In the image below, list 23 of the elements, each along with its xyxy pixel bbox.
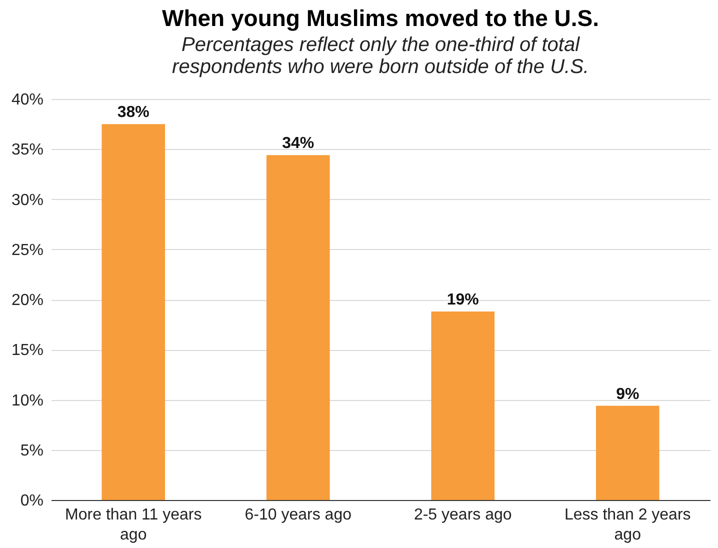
y-tick-label: 10% — [11, 392, 44, 410]
y-tick-label: 25% — [11, 242, 44, 259]
y-tick-label: 40% — [11, 92, 44, 108]
y-tick-label: 0% — [20, 492, 44, 510]
y-tick-label: 20% — [11, 292, 44, 309]
x-tick-label: Less than 2 years ago — [564, 506, 691, 544]
bar — [431, 312, 495, 500]
x-tick-label: 2-5 years ago — [414, 506, 512, 524]
bar — [266, 155, 330, 500]
y-tick-label: 5% — [20, 442, 44, 460]
x-tick-label: 6-10 years ago — [244, 506, 352, 524]
chart-title: When young Muslims moved to the U.S. — [162, 5, 600, 31]
data-label: 19% — [446, 292, 479, 309]
data-label: 9% — [616, 386, 640, 403]
y-tick-label: 30% — [11, 192, 44, 209]
data-label: 34% — [282, 135, 314, 152]
chart-subtitle: Percentages reflect only the one-third of total respondents who were born outside of the U.S. — [172, 34, 589, 78]
x-tick-label: More than 11 years ago — [65, 506, 202, 544]
y-tick-label: 15% — [11, 342, 44, 360]
bar — [102, 124, 166, 500]
y-tick-label: 35% — [11, 142, 44, 159]
data-label: 38% — [117, 104, 150, 122]
bar — [596, 406, 660, 500]
